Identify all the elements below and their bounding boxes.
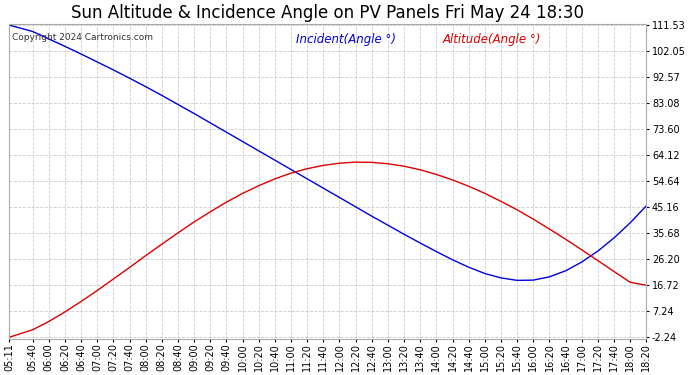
Text: Altitude(Angle °): Altitude(Angle °) — [442, 33, 541, 46]
Text: Copyright 2024 Cartronics.com: Copyright 2024 Cartronics.com — [12, 33, 153, 42]
Title: Sun Altitude & Incidence Angle on PV Panels Fri May 24 18:30: Sun Altitude & Incidence Angle on PV Pan… — [71, 4, 584, 22]
Text: Incident(Angle °): Incident(Angle °) — [296, 33, 396, 46]
